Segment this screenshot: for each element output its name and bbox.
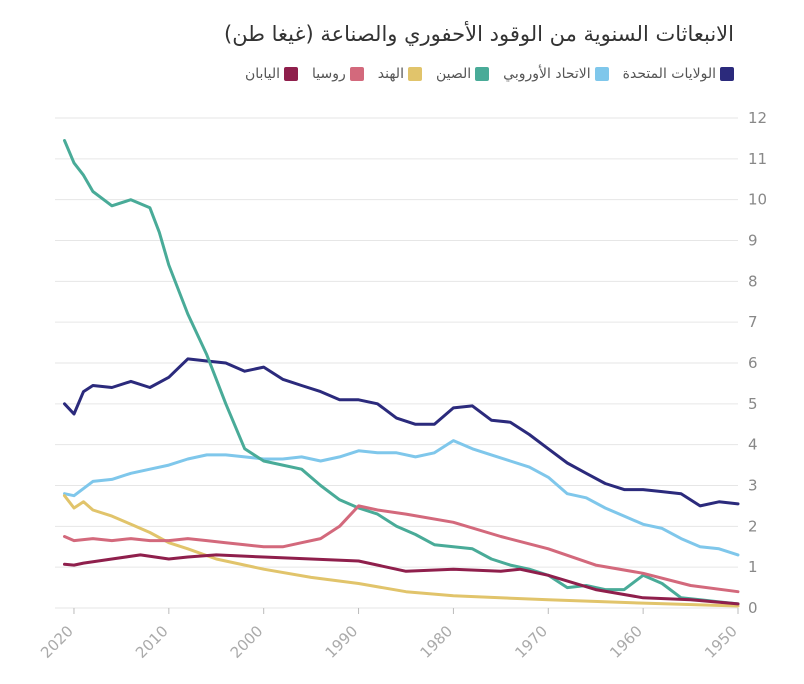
x-tick-label: 1980 (417, 622, 457, 662)
y-tick-label: 10 (748, 191, 767, 209)
legend-swatch-india (407, 67, 422, 81)
x-tick-label: 1990 (322, 622, 362, 662)
y-tick-label: 4 (748, 436, 758, 454)
series-line-japan (63, 553, 740, 606)
legend-swatch-usa (720, 67, 734, 81)
legend-item-india[interactable]: الهند (378, 66, 422, 82)
x-tick-label: 1970 (511, 622, 551, 662)
y-tick-label: 12 (748, 109, 767, 127)
series-line-china (63, 139, 740, 606)
legend-item-china[interactable]: الصين (435, 66, 490, 82)
legend-label-usa: الولايات المتحدة (622, 66, 716, 82)
legend-item-russia[interactable]: روسيا (312, 66, 364, 82)
x-tick-label: 2000 (227, 622, 267, 662)
legend-item-usa[interactable]: الولايات المتحدة (623, 66, 734, 82)
y-tick-label: 2 (748, 517, 758, 535)
y-tick-label: 3 (748, 477, 758, 495)
legend-swatch-russia (349, 67, 364, 81)
legend-label-india: الهند (377, 66, 404, 82)
legend-swatch-eu (594, 67, 609, 81)
y-tick-label: 0 (748, 599, 758, 617)
legend-label-japan: اليابان (244, 66, 281, 82)
x-tick-label: 1950 (701, 622, 741, 662)
legend-item-japan[interactable]: اليابان (244, 66, 299, 82)
y-tick-label: 7 (748, 313, 758, 331)
legend-swatch-china (475, 67, 490, 81)
legend-swatch-japan (284, 67, 299, 81)
legend-label-eu: الاتحاد الأوروبي (503, 66, 591, 82)
legend: الولايات المتحدة الاتحاد الأوروبي الصين … (245, 66, 734, 82)
y-tick-label: 11 (748, 150, 767, 168)
x-tick-label: 1960 (606, 622, 646, 662)
chart-title: الانبعاثات السنوية من الوقود الأحفوري وا… (224, 22, 734, 46)
legend-label-russia: روسيا (312, 66, 346, 82)
series-line-russia (63, 504, 740, 594)
series-line-india (63, 494, 740, 608)
y-tick-label: 8 (748, 272, 758, 290)
legend-item-eu[interactable]: الاتحاد الأوروبي (503, 66, 609, 82)
legend-label-china: الصين (435, 66, 472, 82)
x-tick-label: 2020 (37, 622, 77, 662)
series-line-eu (63, 439, 740, 557)
y-tick-label: 6 (748, 354, 758, 372)
y-tick-label: 9 (748, 232, 758, 250)
y-tick-label: 1 (748, 558, 758, 576)
y-tick-label: 5 (748, 395, 758, 413)
x-tick-label: 2010 (132, 622, 172, 662)
series-line-usa (63, 357, 740, 508)
